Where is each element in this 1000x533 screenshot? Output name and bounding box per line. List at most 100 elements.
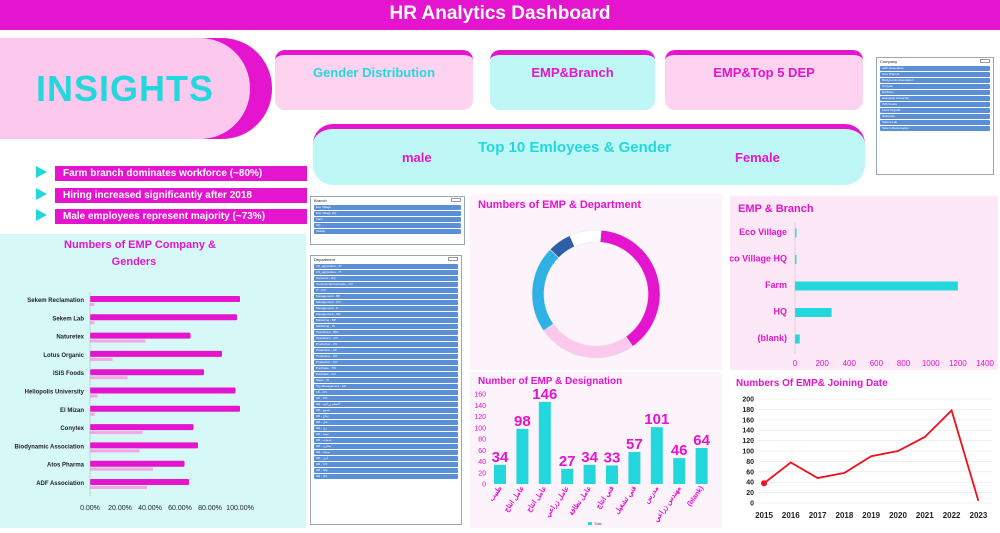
slicer-item[interactable]: Atos Pharma [880, 72, 990, 77]
chart-title: Numbers of EMP & Department [478, 199, 641, 211]
bar-series-1 [90, 460, 185, 467]
slicer-item[interactable]: Purchase - TIS [314, 366, 458, 371]
slicer-item[interactable]: HQ [314, 223, 461, 228]
tab-emp-branch[interactable]: EMP&Branch [490, 50, 655, 110]
slicer-item[interactable]: HR - CO [314, 462, 458, 467]
slicer-item[interactable]: Management - IL [314, 306, 458, 311]
category-label: (blank) [757, 333, 787, 343]
bar-series-2 [90, 486, 147, 489]
slicer-item[interactable]: Farm [314, 217, 461, 222]
slicer-item[interactable]: IT - CO [314, 288, 458, 293]
slicer-item[interactable]: HR - HQ [314, 468, 458, 473]
slicer-item[interactable]: CN_agriculture - IT [314, 270, 458, 275]
slicer-item[interactable]: Lotus Organic [880, 108, 990, 113]
slicer-item[interactable]: Operations - CO [314, 336, 458, 341]
donut-slice [569, 229, 602, 247]
y-tick-label: 60 [746, 469, 754, 476]
slicer-item[interactable]: Purchase - CO [314, 372, 458, 377]
slicer-item[interactable]: (blank) [314, 229, 461, 234]
category-label: عامل انتاج [525, 485, 549, 514]
category-label: Sekem Lab [52, 316, 84, 322]
slicer-item[interactable]: HR - نقل [314, 420, 458, 425]
slicer-item[interactable]: Production - SO [314, 354, 458, 359]
x-tick-label: 2019 [862, 511, 880, 520]
x-tick-label: 400 [843, 359, 857, 368]
chart-title: EMP & Branch [738, 203, 814, 215]
branch-panel: EMP & Branch Eco Village Eco Village HQ Far… [723, 196, 998, 370]
slicer-item[interactable]: Production - AP [314, 348, 458, 353]
category-label: عامل انتاج [502, 485, 526, 514]
company-slicer[interactable]: Company ADF Association Atos Pharma Biodyn… [876, 57, 994, 175]
top10-banner[interactable] [313, 124, 865, 185]
category-label: ISIS Foods [53, 371, 85, 377]
bar-series-1 [90, 479, 189, 485]
bar-series-2 [90, 412, 95, 416]
category-label: طبيب [488, 484, 504, 503]
bar [650, 427, 663, 484]
category-label: فني انتاج [594, 485, 616, 511]
slicer-item[interactable]: Marketing - BP [314, 318, 458, 323]
clear-filter-icon[interactable] [451, 198, 461, 202]
slicer-item[interactable]: HR - تعبئة [314, 432, 458, 437]
data-label: 64 [693, 432, 710, 449]
clear-filter-icon[interactable] [448, 257, 458, 261]
bar [561, 468, 574, 484]
slicer-item[interactable]: ISIS Foods [880, 102, 990, 107]
slicer-item[interactable]: Conytex [880, 84, 990, 89]
slicer-item[interactable]: Commercial/Contracts - CO [314, 282, 458, 287]
department-donut-chart: Numbers of EMP & Department [478, 199, 661, 359]
bar-series-2 [90, 376, 128, 380]
y-tick-label: 120 [474, 414, 486, 421]
bar-series-2 [90, 339, 146, 343]
branch-slicer[interactable]: Branch Eco Village Eco Village HQ Farm HQ (b… [310, 196, 465, 245]
branch-bar-chart: EMP & Branch Eco Village Eco Village HQ Far… [723, 203, 994, 368]
slicer-item[interactable]: HR - SO [314, 474, 458, 479]
slicer-item[interactable]: LB - CO [314, 390, 458, 395]
slicer-item[interactable]: Operations - BIO [314, 330, 458, 335]
slicer-item[interactable]: ADF Association [880, 66, 990, 71]
x-tick-label: 80.00% [198, 505, 222, 512]
data-label: 33 [604, 449, 621, 466]
bar [795, 255, 797, 264]
slicer-item[interactable]: HR - إنتاج [314, 414, 458, 419]
slicer-item[interactable]: Marketing - IS [314, 324, 458, 329]
slicer-item[interactable]: Sekem Reclamation [880, 126, 990, 131]
slicer-item[interactable]: CN_agriculture - IP [314, 264, 458, 269]
slicer-item[interactable]: Sekem Lab [880, 120, 990, 125]
slicer-item[interactable]: El Mizan [880, 90, 990, 95]
bar [795, 281, 958, 291]
slicer-item[interactable]: Production - CO [314, 360, 458, 365]
bar [695, 448, 708, 484]
slicer-item[interactable]: HR - أقسام زراعية [314, 402, 458, 407]
clear-filter-icon[interactable] [980, 59, 990, 63]
slicer-item[interactable]: Management - BP [314, 294, 458, 299]
slicer-item[interactable]: Heliopolis University [880, 96, 990, 101]
slicer-item[interactable]: HR - مخازن [314, 444, 458, 449]
bar-series-1 [90, 296, 240, 302]
bar [516, 428, 529, 484]
tab-emp-top5-dep[interactable]: EMP&Top 5 DEP [665, 50, 863, 110]
slicer-item[interactable]: HR - أمن [314, 456, 458, 461]
designation-bar-chart: Number of EMP & Designation 0 20 40 60 80 100 1… [474, 376, 710, 526]
slicer-item[interactable]: Eco Village HQ [314, 211, 461, 216]
slicer-item[interactable]: HR - خدمات [314, 438, 458, 443]
tab-gender-distribution[interactable]: Gender Distribution [275, 50, 473, 110]
slicer-item[interactable]: Production - CN [314, 342, 458, 347]
department-slicer[interactable]: Department CN_agriculture - IP CN_agricul… [310, 255, 462, 525]
slicer-item[interactable]: Naturetex [880, 114, 990, 119]
slicer-item[interactable]: HR - صيانة [314, 450, 458, 455]
slicer-item[interactable]: Eco Village [314, 205, 461, 210]
slicer-item[interactable]: AD - CO [314, 396, 458, 401]
slicer-item[interactable]: Accounts - HQ [314, 276, 458, 281]
slicer-item[interactable]: Sales - IS [314, 378, 458, 383]
designation-panel: Number of EMP & Designation 0 20 40 60 80 100 1… [470, 372, 722, 528]
bar [628, 451, 641, 484]
slicer-item[interactable]: HR - ري [314, 426, 458, 431]
slicer-item[interactable]: Biodynamic Association [880, 78, 990, 83]
bar-series-1 [90, 424, 194, 431]
slicer-item[interactable]: Management - CO [314, 300, 458, 305]
slicer-item[interactable]: Top Management - ES [314, 384, 458, 389]
slicer-item[interactable]: Management - SO [314, 312, 458, 317]
bar [795, 334, 800, 344]
slicer-item[interactable]: HR - تصنيع [314, 408, 458, 413]
